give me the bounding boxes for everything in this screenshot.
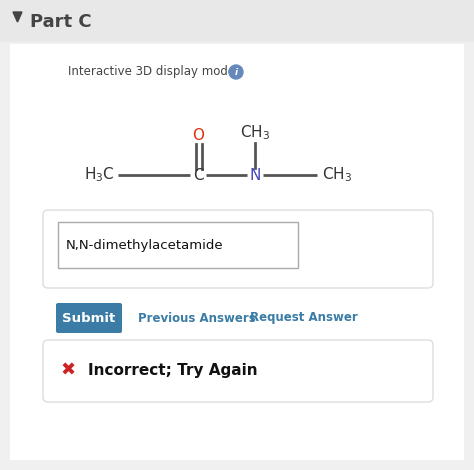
FancyBboxPatch shape bbox=[58, 222, 298, 268]
Text: Request Answer: Request Answer bbox=[250, 312, 358, 324]
FancyBboxPatch shape bbox=[43, 340, 433, 402]
Text: Submit: Submit bbox=[63, 312, 116, 324]
Text: O: O bbox=[192, 127, 204, 142]
Polygon shape bbox=[13, 12, 22, 22]
Text: Previous Answers: Previous Answers bbox=[138, 312, 256, 324]
Text: CH$_3$: CH$_3$ bbox=[240, 124, 270, 142]
Text: N: N bbox=[249, 167, 261, 182]
FancyBboxPatch shape bbox=[56, 303, 122, 333]
Text: C: C bbox=[193, 167, 203, 182]
Text: CH$_3$: CH$_3$ bbox=[322, 165, 352, 184]
FancyBboxPatch shape bbox=[43, 210, 433, 288]
Text: Incorrect; Try Again: Incorrect; Try Again bbox=[88, 363, 258, 378]
FancyBboxPatch shape bbox=[0, 0, 474, 42]
FancyBboxPatch shape bbox=[10, 44, 464, 460]
Text: N,N-dimethylacetamide: N,N-dimethylacetamide bbox=[66, 238, 224, 251]
Text: H$_3$C: H$_3$C bbox=[84, 165, 115, 184]
Text: Part C: Part C bbox=[30, 13, 91, 31]
Circle shape bbox=[229, 65, 243, 79]
Text: i: i bbox=[235, 68, 237, 77]
Text: ✖: ✖ bbox=[61, 362, 75, 380]
Text: Interactive 3D display mode: Interactive 3D display mode bbox=[68, 65, 235, 78]
